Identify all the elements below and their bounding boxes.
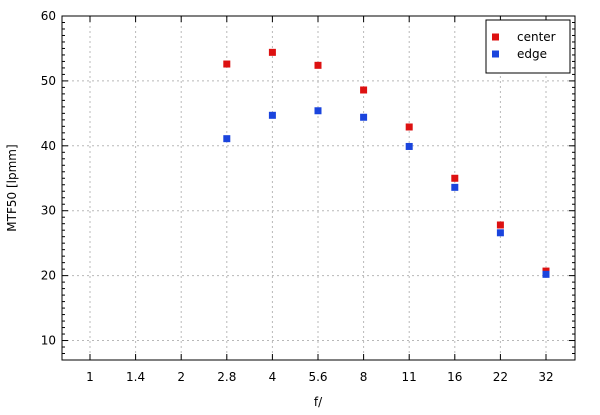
legend: center edge [485,19,571,74]
legend-label-center: center [517,30,556,44]
x-tick-label: 2.8 [217,370,236,384]
x-tick-label: 16 [447,370,462,384]
data-point-edge [496,229,504,237]
data-point-center [223,60,231,68]
x-tick-label: 11 [402,370,417,384]
legend-marker-center [492,33,499,41]
y-tick-label: 30 [41,204,56,218]
y-tick-label: 60 [41,9,56,23]
x-tick-label: 1.4 [126,370,145,384]
x-tick-labels: 1 1.4 2 2.8 4 5.6 8 11 16 22 32 [86,370,553,384]
y-tick-label: 20 [41,269,56,283]
data-point-edge [360,113,368,121]
data-point-edge [405,142,413,150]
data-points [223,48,550,278]
data-point-edge [451,183,459,191]
data-point-center [314,61,322,69]
x-tick-label: 8 [360,370,368,384]
data-point-center [496,221,504,229]
y-tick-labels: 10 20 30 40 50 60 [41,9,56,348]
data-point-edge [223,135,231,143]
data-point-center [360,86,368,94]
x-tick-label: 4 [269,370,277,384]
x-tick-label: 1 [86,370,94,384]
y-tick-label: 50 [41,74,56,88]
plot-frame [61,15,576,361]
data-point-edge [314,107,322,115]
y-tick-label: 10 [41,334,56,348]
data-point-center [451,174,459,182]
x-tick-label: 5.6 [308,370,327,384]
data-point-center [268,48,276,56]
x-tick-label: 22 [493,370,508,384]
y-axis-title: MTF50 [lpmm] [5,144,19,231]
x-tick-label: 2 [177,370,185,384]
y-tick-label: 40 [41,139,56,153]
legend-box [485,19,571,74]
data-point-edge [268,111,276,119]
x-tick-label: 32 [538,370,553,384]
data-point-edge [542,270,550,278]
data-point-center [405,123,413,131]
x-axis-title: f/ [314,395,323,409]
grid-lines [62,16,575,360]
legend-marker-edge [492,50,499,58]
legend-label-edge: edge [517,47,547,61]
